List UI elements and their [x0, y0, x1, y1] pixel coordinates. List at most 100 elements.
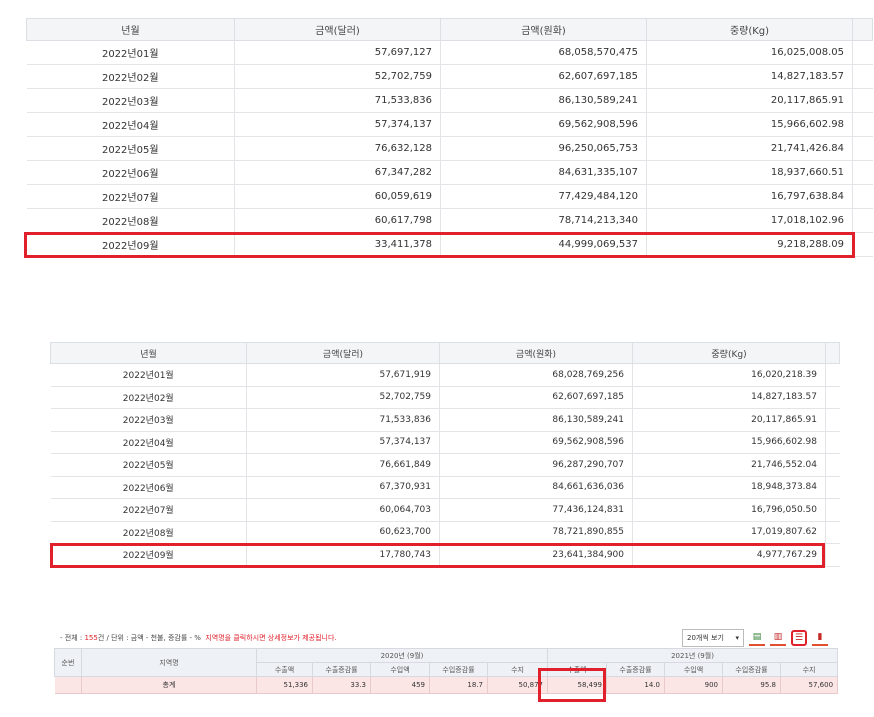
column-header-amount-krw[interactable]: 금액(원화) [440, 18, 647, 41]
scrollbar-gutter-cell [825, 498, 840, 522]
cell-amount-usd: 57,374,137 [234, 112, 441, 137]
column-header-2021-2[interactable]: 수입액 [664, 662, 724, 677]
cell-amount-usd: 52,702,759 [246, 386, 440, 409]
page-size-select[interactable]: 20개씩 보기 ▾ [682, 629, 744, 647]
cell-amount-usd: 76,632,128 [234, 136, 441, 161]
cell-amount-krw: 78,721,890,855 [439, 521, 633, 544]
cell-month: 2022년04월 [26, 112, 235, 137]
scrollbar-gutter-cell [852, 40, 873, 65]
summary-note: - 전체 : 155건 / 단위 : 금액 - 천불, 증감률 - % 지역명을… [60, 633, 337, 643]
column-header-2020-3[interactable]: 수입증감률 [429, 662, 488, 677]
cell-weight: 4,977,767.29 [632, 543, 826, 567]
cell-weight: 21,746,552.04 [632, 453, 826, 477]
column-header-2021-3[interactable]: 수입증감률 [722, 662, 782, 677]
cell-weight: 18,948,373.84 [632, 476, 826, 499]
table-header-row: 년월 금액(달러) 금액(원화) 중량(Kg) [26, 18, 873, 41]
cell-amount-usd: 57,374,137 [246, 431, 440, 454]
cell-total-2020-4: 50,877 [487, 676, 549, 694]
column-header-2020-0[interactable]: 수출액 [256, 662, 313, 677]
table-row: 2022년07월 60,059,619 77,429,484,120 16,797,6… [26, 184, 873, 209]
table-toolbar: 20개씩 보기 ▾ ▤ ▥ ☰ ▮ [682, 629, 828, 647]
cell-weight: 16,797,638.84 [646, 184, 853, 209]
table-row: 2022년04월 57,374,137 69,562,908,596 15,966,6… [26, 112, 873, 137]
region-trade-table: 순번 지역명 2020년 (9월) 2021년 (9월) 수출액 수출증감률 수입액… [54, 648, 839, 694]
table-row: 2022년03월 71,533,836 86,130,589,241 20,117,8… [50, 408, 840, 432]
pdf-download-icon[interactable]: ▥ [770, 630, 786, 646]
column-header-amount-usd[interactable]: 금액(달러) [234, 18, 441, 41]
cell-total-2020-2: 459 [370, 676, 430, 694]
cell-amount-krw: 84,631,335,107 [440, 160, 647, 185]
column-group-2020: 2020년 (9월) [255, 648, 549, 663]
cell-total-2020-1: 33.3 [312, 676, 371, 694]
cell-amount-krw: 77,429,484,120 [440, 184, 647, 209]
cell-weight: 15,966,602.98 [632, 431, 826, 454]
cell-amount-krw: 69,562,908,596 [439, 431, 633, 454]
cell-month: 2022년04월 [50, 431, 247, 454]
cell-month: 2022년09월 [50, 543, 247, 567]
cell-month: 2022년05월 [50, 453, 247, 477]
chart-view-icon[interactable]: ▮ [812, 630, 828, 646]
column-header-2021-0[interactable]: 수출액 [547, 662, 608, 677]
cell-no [54, 676, 82, 694]
scrollbar-gutter-cell [852, 184, 873, 209]
column-header-amount-krw[interactable]: 금액(원화) [439, 342, 633, 364]
cell-month: 2022년01월 [50, 363, 247, 387]
column-header-month[interactable]: 년월 [50, 342, 247, 364]
excel-download-icon[interactable]: ▤ [749, 630, 765, 646]
page-size-value: 20개씩 보기 [687, 634, 724, 642]
table-row: 2022년03월 71,533,836 86,130,589,241 20,117,8… [26, 88, 873, 113]
column-header-no[interactable]: 순번 [54, 648, 82, 677]
cell-month: 2022년03월 [50, 408, 247, 432]
cell-amount-krw: 23,641,384,900 [439, 543, 633, 567]
cell-amount-usd: 60,064,703 [246, 498, 440, 522]
cell-amount-krw: 86,130,589,241 [440, 88, 647, 113]
table-row: 2022년02월 52,702,759 62,607,697,185 14,827,1… [26, 64, 873, 89]
table-row: 2022년09월 17,780,743 23,641,384,900 4,977,76… [50, 543, 840, 567]
cell-month: 2022년05월 [26, 136, 235, 161]
cell-month: 2022년06월 [50, 476, 247, 499]
cell-weight: 14,827,183.57 [632, 386, 826, 409]
column-header-2020-4[interactable]: 수지 [486, 662, 549, 677]
cell-total-2020-3: 18.7 [429, 676, 488, 694]
note-count: 155 [84, 634, 98, 642]
cell-month: 2022년02월 [26, 64, 235, 89]
scrollbar-gutter-cell [852, 232, 873, 257]
column-header-weight[interactable]: 중량(Kg) [646, 18, 853, 41]
column-header-weight[interactable]: 중량(Kg) [632, 342, 826, 364]
column-header-amount-usd[interactable]: 금액(달러) [246, 342, 440, 364]
table-row: 2022년05월 76,661,849 96,287,290,707 21,746,5… [50, 453, 840, 477]
cell-amount-usd: 76,661,849 [246, 453, 440, 477]
cell-amount-krw: 77,436,124,831 [439, 498, 633, 522]
monthly-trade-table-2: 년월 금액(달러) 금액(원화) 중량(Kg) 2022년01월 57,671,9… [50, 342, 840, 567]
scrollbar-gutter-cell [825, 363, 840, 387]
scrollbar-gutter-cell [825, 408, 840, 432]
cell-amount-krw: 86,130,589,241 [439, 408, 633, 432]
cell-weight: 16,796,050.50 [632, 498, 826, 522]
column-header-2020-2[interactable]: 수입액 [370, 662, 430, 677]
table-row: 2022년01월 57,697,127 68,058,570,475 16,025,0… [26, 40, 873, 65]
cell-amount-usd: 52,702,759 [234, 64, 441, 89]
scrollbar-gutter-cell [852, 136, 873, 161]
cell-month: 2022년02월 [50, 386, 247, 409]
cell-amount-usd: 71,533,836 [246, 408, 440, 432]
cell-amount-krw: 96,287,290,707 [439, 453, 633, 477]
cell-amount-krw: 44,999,069,537 [440, 232, 647, 257]
table-row: 2022년01월 57,671,919 68,028,769,256 16,020,2… [50, 363, 840, 387]
column-header-region[interactable]: 지역명 [81, 648, 257, 677]
list-view-icon[interactable]: ☰ [791, 630, 807, 646]
chevron-down-icon: ▾ [735, 634, 739, 642]
cell-amount-usd: 71,533,836 [234, 88, 441, 113]
cell-amount-krw: 78,714,213,340 [440, 208, 647, 233]
cell-amount-usd: 67,347,282 [234, 160, 441, 185]
scrollbar-gutter-cell [852, 160, 873, 185]
table-header-sub-row: 수출액 수출증감률 수입액 수입증감률 수지 수출액 수출증감률 수입액 수입증감률 수지 [55, 662, 839, 677]
column-header-month[interactable]: 년월 [26, 18, 235, 41]
column-header-2020-1[interactable]: 수출증감률 [312, 662, 371, 677]
scrollbar-gutter-cell [852, 208, 873, 233]
cell-total-2021-0: 58,499 [547, 676, 608, 694]
column-header-2021-4[interactable]: 수지 [780, 662, 839, 677]
table-row: 2022년02월 52,702,759 62,607,697,185 14,827,1… [50, 386, 840, 409]
note-hint: 지역명을 클릭하시면 상세정보가 제공됩니다. [205, 634, 337, 642]
cell-amount-krw: 96,250,065,753 [440, 136, 647, 161]
column-header-2021-1[interactable]: 수출증감률 [606, 662, 666, 677]
